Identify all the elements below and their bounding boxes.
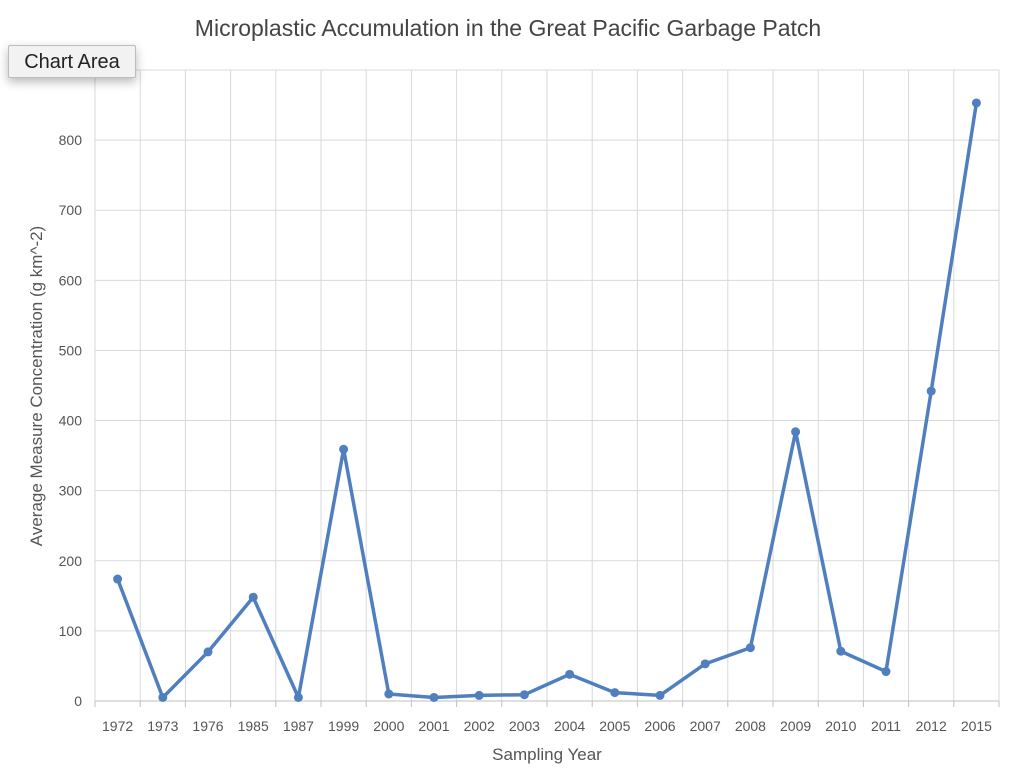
data-point bbox=[339, 444, 349, 454]
x-tick-label: 2002 bbox=[464, 718, 495, 734]
y-tick-label: 300 bbox=[59, 483, 83, 499]
x-tick-label: 1985 bbox=[238, 718, 269, 734]
x-tick-label: 2011 bbox=[871, 718, 901, 734]
x-tick-label: 2004 bbox=[554, 718, 585, 734]
y-tick-label: 400 bbox=[59, 413, 83, 429]
x-tick-label: 2012 bbox=[916, 718, 947, 734]
x-tick-label: 1972 bbox=[102, 718, 133, 734]
data-point bbox=[610, 688, 620, 698]
x-tick-label: 1976 bbox=[192, 718, 223, 734]
y-tick-label: 500 bbox=[59, 342, 83, 358]
data-point bbox=[158, 692, 168, 702]
data-point bbox=[745, 643, 755, 653]
x-tick-label: 2003 bbox=[509, 718, 540, 734]
data-point bbox=[474, 690, 484, 700]
data-point bbox=[113, 574, 123, 584]
y-tick-label: 200 bbox=[59, 553, 83, 569]
y-axis-title: Average Measure Concentration (g km^-2) bbox=[27, 226, 46, 546]
x-tick-label: 2008 bbox=[735, 718, 766, 734]
x-tick-label: 2010 bbox=[825, 718, 856, 734]
data-point bbox=[429, 692, 439, 702]
data-point bbox=[248, 592, 258, 602]
data-point bbox=[700, 659, 710, 669]
x-axis-title: Sampling Year bbox=[492, 745, 602, 764]
data-point bbox=[791, 427, 801, 437]
chart-title: Microplastic Accumulation in the Great P… bbox=[195, 15, 821, 41]
data-point bbox=[655, 690, 665, 700]
x-tick-label: 2000 bbox=[373, 718, 404, 734]
data-point bbox=[384, 689, 394, 699]
x-tick-label: 2005 bbox=[599, 718, 630, 734]
data-point bbox=[836, 646, 846, 656]
x-tick-label: 2015 bbox=[961, 718, 992, 734]
series-line bbox=[115, 101, 979, 700]
chart-area-tooltip: Chart Area bbox=[8, 45, 136, 78]
y-tick-label: 700 bbox=[59, 202, 83, 218]
x-tick-label: 2001 bbox=[418, 718, 449, 734]
y-tick-label: 0 bbox=[74, 693, 82, 709]
data-point bbox=[971, 98, 981, 108]
x-tick-label: 2009 bbox=[780, 718, 811, 734]
x-tick-label: 2007 bbox=[690, 718, 721, 734]
data-point bbox=[519, 690, 529, 700]
x-tick-label: 2006 bbox=[644, 718, 675, 734]
x-tick-label: 1987 bbox=[283, 718, 314, 734]
data-point bbox=[881, 667, 891, 677]
y-tick-label: 100 bbox=[59, 623, 83, 639]
x-tick-label: 1999 bbox=[328, 718, 359, 734]
x-tick-label: 1973 bbox=[147, 718, 178, 734]
data-point bbox=[926, 386, 936, 396]
data-point bbox=[293, 692, 303, 702]
y-tick-label: 600 bbox=[59, 272, 83, 288]
data-point bbox=[203, 647, 213, 657]
y-tick-label: 800 bbox=[59, 132, 83, 148]
data-point bbox=[565, 669, 575, 679]
